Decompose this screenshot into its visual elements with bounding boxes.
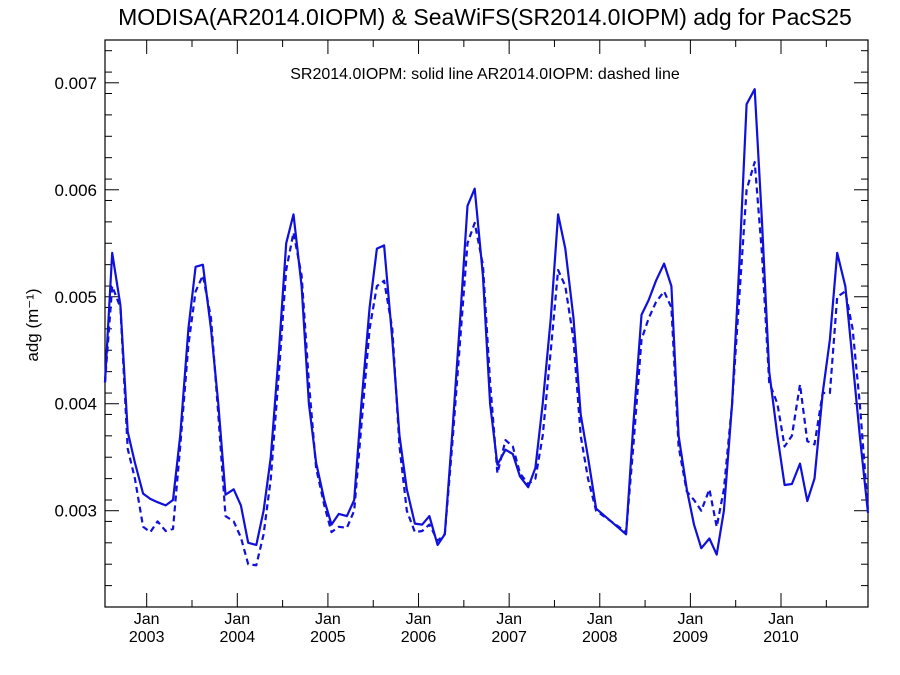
x-tick-label-month: Jan	[768, 611, 794, 628]
y-tick-label: 0.007	[54, 74, 97, 93]
x-tick-label-month: Jan	[134, 611, 160, 628]
y-axis-label: adg (m⁻¹)	[23, 288, 42, 361]
line-style-annotation: SR2014.0IOPM: solid line AR2014.0IOPM: d…	[290, 66, 680, 83]
x-tick-label-month: Jan	[677, 611, 703, 628]
y-tick-label: 0.004	[54, 395, 97, 414]
x-tick-label-month: Jan	[406, 611, 432, 628]
y-tick-label: 0.006	[54, 181, 97, 200]
x-tick-label-year: 2004	[220, 629, 256, 646]
axis-ticks: 0.0030.0040.0050.0060.007Jan2003Jan2004J…	[54, 40, 868, 646]
x-tick-label-year: 2006	[401, 629, 437, 646]
series-line-sr2014-solid	[103, 88, 870, 556]
series-line-ar2014-dashed	[103, 160, 870, 567]
x-tick-label-month: Jan	[224, 611, 250, 628]
plot-axes	[104, 39, 869, 608]
plot-frame	[104, 39, 869, 608]
y-tick-label: 0.005	[54, 288, 97, 307]
x-tick-label-month: Jan	[587, 611, 613, 628]
chart-title: MODISA(AR2014.0IOPM) & SeaWiFS(SR2014.0I…	[118, 4, 852, 30]
x-tick-label-year: 2005	[310, 629, 346, 646]
series-group	[103, 88, 870, 567]
x-tick-label-month: Jan	[496, 611, 522, 628]
y-tick-label: 0.003	[54, 502, 97, 521]
x-tick-label-year: 2010	[763, 629, 799, 646]
x-tick-label-year: 2008	[582, 629, 618, 646]
x-tick-label-year: 2007	[491, 629, 527, 646]
x-tick-label-month: Jan	[315, 611, 341, 628]
y-axis-label-text: adg (m⁻¹)	[23, 288, 42, 361]
x-tick-label-year: 2003	[129, 629, 165, 646]
x-tick-label-year: 2009	[673, 629, 709, 646]
